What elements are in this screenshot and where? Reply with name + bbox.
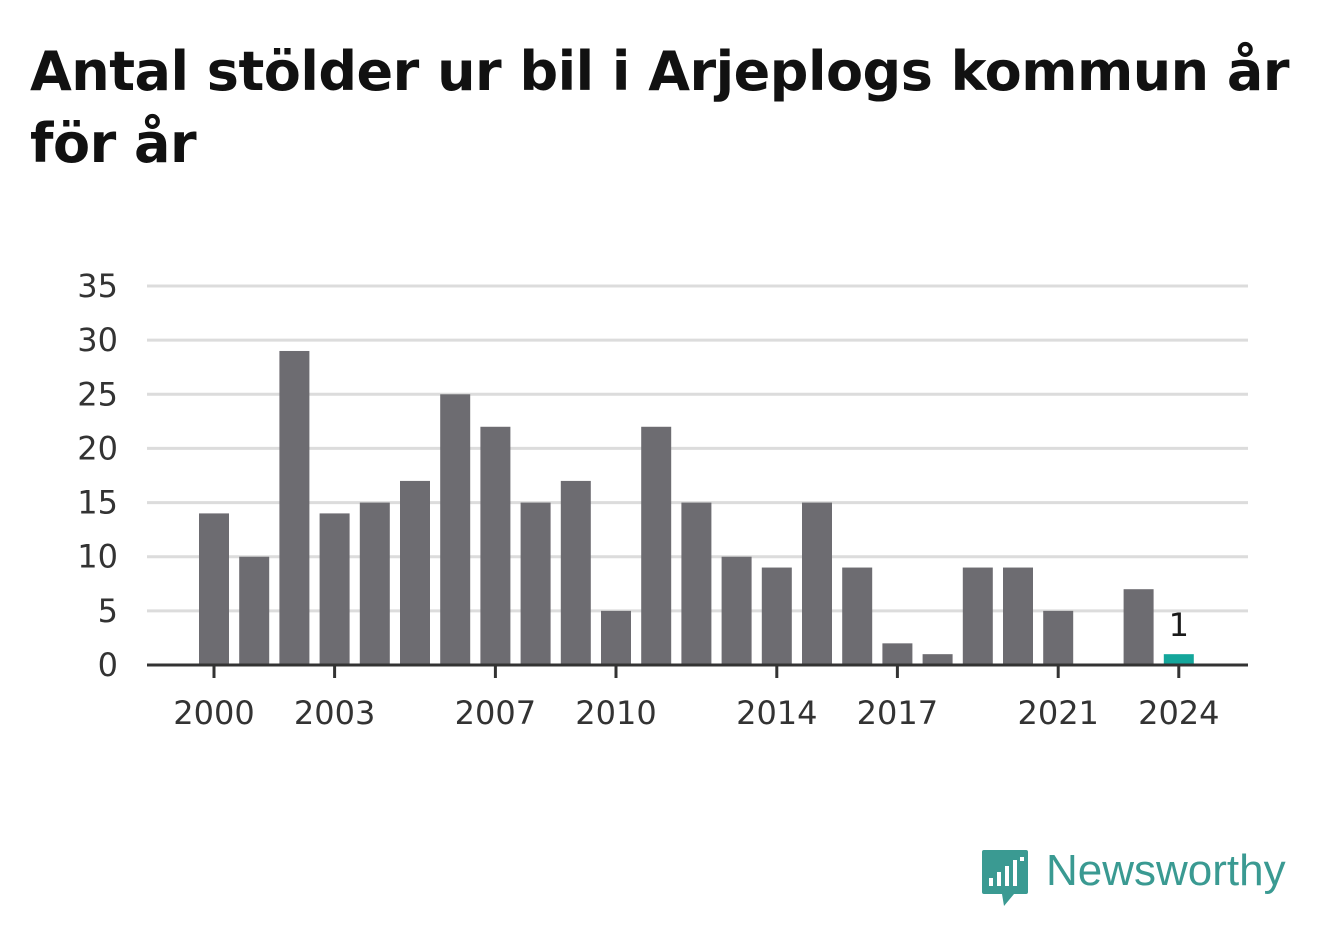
data-label-2024: 1 [1169,606,1189,644]
bar-2002 [279,350,310,665]
x-tick-label-2017: 2017 [857,694,938,732]
y-tick-label-30: 30 [77,321,118,359]
annotations: 1 [1169,606,1189,644]
y-tick-label-35: 35 [77,267,118,305]
y-axis-labels: 0 5 10 15 20 25 30 35 [77,267,118,684]
y-tick-label-15: 15 [77,484,118,522]
bar-2001 [239,556,270,665]
bar-2019 [962,567,993,665]
x-axis-labels: 2000 2003 2007 2010 2014 2017 2021 2024 [173,694,1219,732]
brand-name: Newsworthy [1046,846,1286,895]
x-axis-ticks [212,665,1181,678]
x-tick-label-2010: 2010 [575,694,656,732]
bar-2010 [601,610,631,665]
bars [199,350,1194,665]
x-tick-label-2000: 2000 [173,694,254,732]
bar-2005 [400,480,430,665]
bar-2003 [319,513,350,665]
newsworthy-logo-icon [982,850,1028,906]
y-tick-label-25: 25 [77,375,118,413]
bar-2014 [761,567,792,665]
bar-2020 [1003,567,1033,665]
bar-2008 [520,502,551,665]
x-tick-label-2007: 2007 [455,694,536,732]
bar-2011 [641,426,672,665]
chart-title: Antal stölder ur bil i Arjeplogs kommun … [30,40,1290,175]
bar-2016 [842,567,873,665]
bar-2021 [1043,610,1074,665]
bar-2024 [1163,654,1194,665]
bar-2007 [480,426,511,665]
x-tick-label-2021: 2021 [1017,694,1098,732]
bar-2012 [681,502,712,665]
y-tick-label-20: 20 [77,429,118,467]
bar-2018 [922,654,953,665]
bar-2015 [802,502,832,665]
y-tick-label-10: 10 [77,538,118,576]
bar-2004 [359,502,390,665]
bar-2000 [199,513,229,665]
bar-2017 [882,643,913,665]
bar-2006 [440,394,471,665]
bar-2009 [560,480,591,665]
x-tick-label-2003: 2003 [294,694,375,732]
y-tick-label-0: 0 [98,646,118,684]
y-tick-label-5: 5 [98,592,118,630]
bar-2023 [1123,589,1154,665]
bar-2013 [721,556,752,665]
newsworthy-logo[interactable]: Newsworthy [980,846,1286,912]
x-tick-label-2024: 2024 [1138,694,1219,732]
x-tick-label-2014: 2014 [736,694,817,732]
